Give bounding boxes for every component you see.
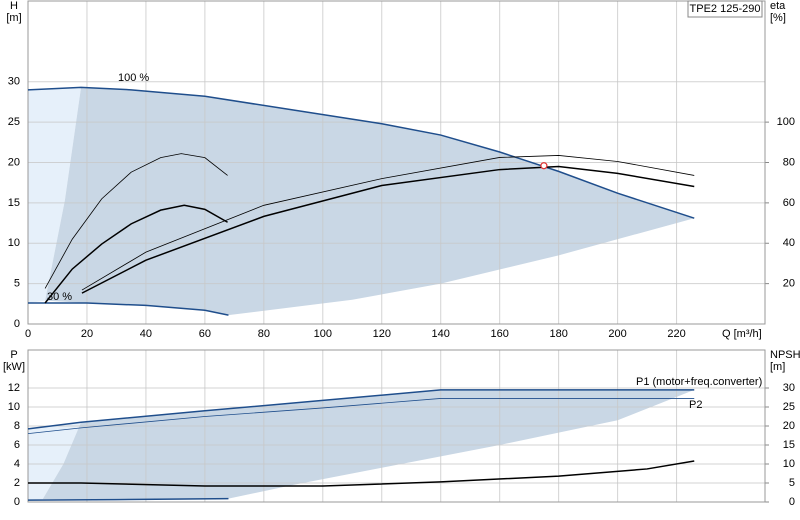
operating-range: [45, 87, 695, 316]
x-tick-label: 160: [491, 328, 509, 340]
y-tick-label: 10: [8, 237, 20, 249]
curve: [27, 86, 695, 219]
x-tick-label: 0: [25, 328, 31, 340]
y-tick-label: 30: [8, 76, 20, 88]
y-axis-label: P: [10, 349, 17, 361]
curve: [44, 153, 228, 289]
y2-tick-label: 15: [783, 439, 795, 451]
y-tick-label: 5: [14, 278, 20, 290]
curve: [27, 389, 695, 430]
y2-tick-label: 100: [777, 116, 795, 128]
y2-tick-label: 40: [783, 237, 795, 249]
curve-label: P2: [689, 399, 702, 411]
x-tick-label: 40: [140, 328, 152, 340]
y2-axis-unit: [m]: [770, 361, 785, 373]
x-axis-label: Q [m³/h]: [722, 328, 762, 340]
curve: [81, 155, 695, 291]
y2-axis-label: NPSH: [770, 349, 800, 361]
y-tick-label: 2: [14, 477, 20, 489]
x-tick-label: 60: [199, 328, 211, 340]
y2-tick-label: 0: [789, 496, 795, 508]
y-tick-label: 12: [8, 382, 20, 394]
y-tick-label: 20: [8, 156, 20, 168]
x-tick-label: 180: [549, 328, 567, 340]
y-tick-label: 0: [14, 318, 20, 330]
chart-title: TPE2 125-290: [690, 3, 761, 15]
y2-tick-label: 25: [783, 401, 795, 413]
duty-point: [540, 162, 548, 170]
y2-tick-label: 20: [783, 420, 795, 432]
x-tick-label: 200: [608, 328, 626, 340]
y2-tick-label: 60: [783, 197, 795, 209]
y-tick-label: 4: [14, 458, 20, 470]
y-tick-label: 8: [14, 420, 20, 432]
curve: [44, 204, 228, 304]
x-tick-label: 20: [81, 328, 93, 340]
curve: [81, 165, 695, 294]
plot-frame: [27, 349, 766, 503]
y-tick-label: 25: [8, 116, 20, 128]
x-tick-label: 80: [258, 328, 270, 340]
curve: [27, 497, 229, 501]
operating-range: [28, 87, 82, 304]
y2-tick-label: 10: [783, 458, 795, 470]
y-tick-label: 6: [14, 439, 20, 451]
y-tick-label: 10: [8, 401, 20, 413]
y-axis-unit: [kW]: [3, 361, 25, 373]
y2-tick-label: 30: [783, 382, 795, 394]
curve-label: P1 (motor+freq.converter): [636, 376, 762, 388]
title-box: [687, 0, 763, 18]
operating-range: [28, 422, 82, 501]
curve: [28, 460, 695, 487]
y2-tick-label: 80: [783, 156, 795, 168]
y-axis-label: H: [10, 0, 18, 12]
y2-tick-label: 5: [789, 477, 795, 489]
curve: [27, 398, 695, 434]
y-tick-label: 0: [14, 496, 20, 508]
y2-axis-unit: [%]: [770, 12, 786, 24]
curve-label: 100 %: [118, 72, 149, 84]
y2-tick-label: 20: [783, 278, 795, 290]
x-tick-label: 220: [667, 328, 685, 340]
plot-frame: [27, 0, 766, 325]
curve: [28, 302, 229, 316]
x-tick-label: 120: [373, 328, 391, 340]
x-tick-label: 140: [432, 328, 450, 340]
y-tick-label: 15: [8, 197, 20, 209]
y2-axis-label: eta: [770, 0, 786, 12]
y-axis-unit: [m]: [6, 12, 21, 24]
x-tick-label: 100: [314, 328, 332, 340]
